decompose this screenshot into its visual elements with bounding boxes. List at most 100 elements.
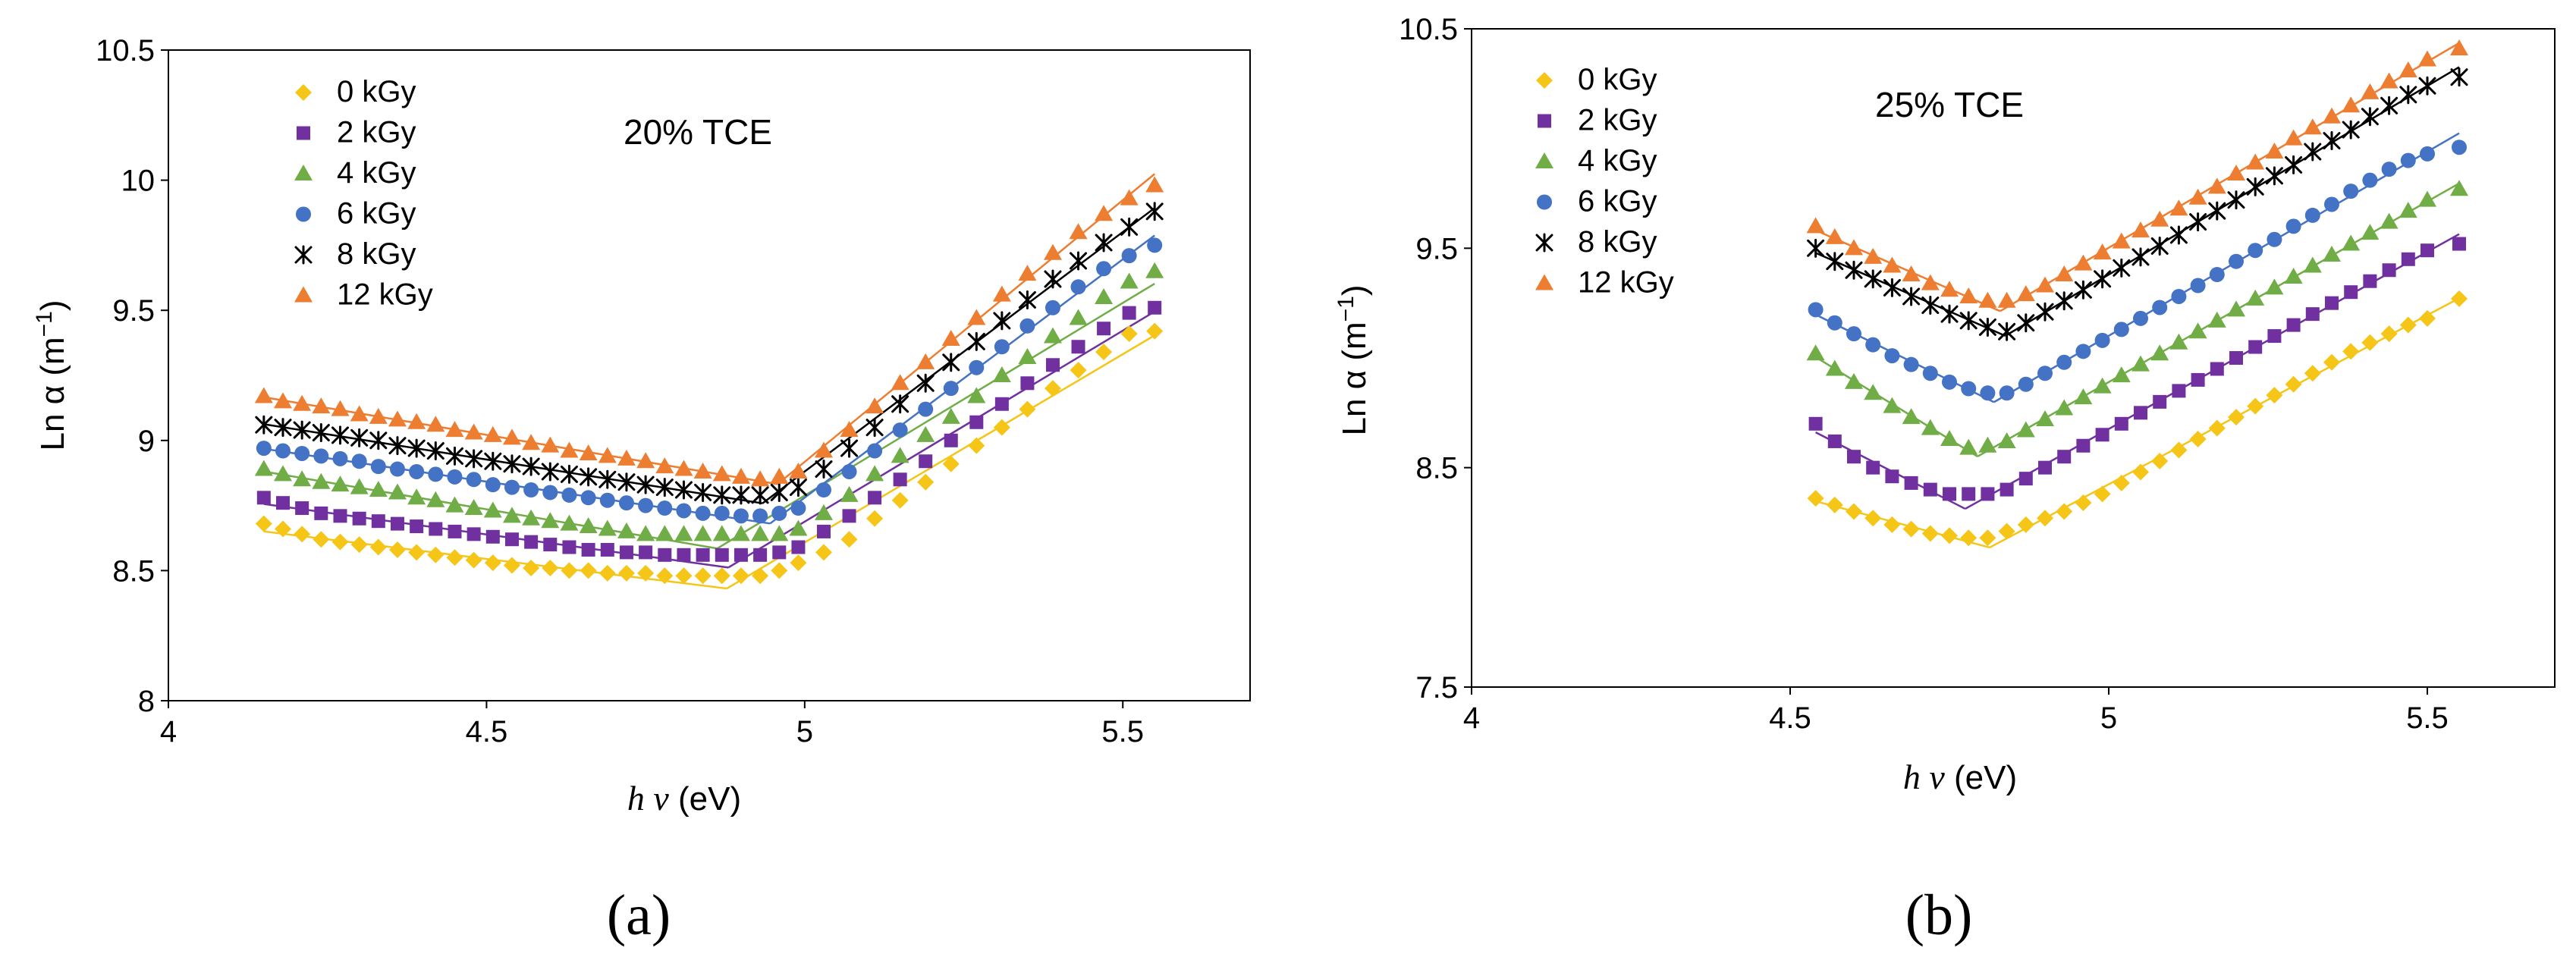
- data-point: [2418, 190, 2436, 207]
- data-point: [2112, 232, 2131, 249]
- data-point: [815, 460, 833, 479]
- data-point: [293, 394, 312, 411]
- data-point: [560, 464, 578, 484]
- data-point: [1979, 529, 1996, 547]
- x-tick-label: 4: [160, 715, 177, 748]
- data-point: [2344, 285, 2358, 300]
- data-point: [2036, 302, 2054, 322]
- data-point: [254, 460, 273, 476]
- series-2-kgy: [256, 300, 1162, 562]
- data-point: [2056, 503, 2073, 520]
- data-point: [255, 415, 273, 435]
- data-point: [1922, 366, 1938, 381]
- data-points-a: [254, 176, 1164, 585]
- data-point: [2169, 199, 2188, 216]
- data-point: [714, 505, 730, 521]
- x-tick-label: 5.5: [2406, 701, 2449, 735]
- y-tick-label: 10.5: [1399, 13, 1458, 46]
- data-point: [561, 562, 578, 579]
- data-point: [1071, 340, 1085, 354]
- data-point: [713, 485, 731, 505]
- legend-label: 2 kGy: [337, 116, 416, 149]
- data-point: [656, 567, 674, 585]
- data-point: [2323, 107, 2341, 124]
- data-point: [504, 532, 519, 547]
- data-point: [677, 548, 691, 562]
- data-point: [467, 527, 481, 541]
- data-point: [599, 492, 615, 508]
- data-point: [655, 478, 674, 497]
- data-point: [1864, 384, 1883, 400]
- data-point: [2000, 482, 2014, 497]
- data-point: [2304, 142, 2322, 162]
- data-point: [2285, 218, 2301, 234]
- data-point: [1864, 269, 1882, 289]
- data-point: [256, 441, 272, 457]
- data-point: [1980, 385, 1996, 401]
- data-point: [1807, 490, 1824, 507]
- data-point: [522, 434, 541, 450]
- data-point: [2074, 388, 2093, 405]
- data-point: [484, 554, 501, 572]
- data-point: [770, 525, 789, 541]
- data-point: [2172, 384, 2186, 398]
- data-point: [676, 503, 692, 519]
- data-point: [426, 441, 445, 461]
- axes-b: 4 4.5 5 5.5 7.5 8.5 9.5 10.5: [1399, 13, 2449, 735]
- data-point: [560, 514, 579, 531]
- data-point: [464, 499, 483, 516]
- data-point: [1018, 265, 1037, 281]
- data-point: [2305, 307, 2320, 322]
- data-point: [1864, 247, 1883, 264]
- data-point: [388, 410, 407, 427]
- data-point: [1997, 431, 2016, 448]
- data-point: [2342, 343, 2360, 360]
- data-point: [2247, 397, 2264, 415]
- legend-label: 12 kGy: [1578, 266, 1674, 300]
- data-point: [994, 397, 1009, 411]
- data-point: [1045, 358, 1060, 372]
- series-8-kgy: [1807, 67, 2468, 341]
- data-point: [2038, 460, 2052, 475]
- data-point: [655, 457, 674, 474]
- data-point: [618, 495, 634, 511]
- data-point: [2342, 96, 2361, 113]
- data-point: [408, 544, 426, 561]
- data-point: [1120, 272, 1139, 289]
- data-point: [2207, 177, 2226, 194]
- fit-line-rise: [1993, 132, 2460, 403]
- data-point: [1147, 237, 1163, 253]
- data-point: [1044, 269, 1062, 289]
- legend-marker: [295, 84, 312, 101]
- data-point: [522, 509, 541, 526]
- data-point: [2150, 210, 2169, 227]
- data-point: [967, 387, 986, 403]
- data-point: [2210, 362, 2224, 376]
- y-tick-label: 8: [138, 685, 155, 718]
- data-point: [1806, 217, 1825, 234]
- data-point: [2189, 212, 2207, 232]
- x-tick-label: 5.5: [1101, 715, 1144, 748]
- data-point: [942, 353, 960, 372]
- data-point: [2055, 399, 2074, 416]
- data-point: [992, 366, 1011, 382]
- data-point: [1941, 527, 1958, 544]
- data-point: [369, 538, 387, 556]
- data-point: [636, 452, 655, 469]
- data-point: [752, 508, 768, 524]
- data-point: [313, 448, 329, 464]
- legend-label: 4 kGy: [337, 156, 416, 190]
- data-point: [840, 421, 859, 438]
- data-point: [409, 463, 425, 479]
- data-point: [2246, 177, 2264, 196]
- series-0-kgy: [255, 322, 1164, 585]
- data-point: [254, 387, 273, 403]
- data-point: [2152, 300, 2168, 315]
- data-point: [967, 331, 985, 351]
- data-point: [2209, 267, 2225, 283]
- data-point: [445, 496, 464, 513]
- data-point: [503, 557, 520, 574]
- data-point: [2285, 155, 2303, 174]
- panel-b: 4 4.5 5 5.5 7.5 8.5 9.5 10.5 25% TCE 0 kGy 2 kGy…: [1334, 13, 2556, 947]
- data-point: [388, 436, 407, 456]
